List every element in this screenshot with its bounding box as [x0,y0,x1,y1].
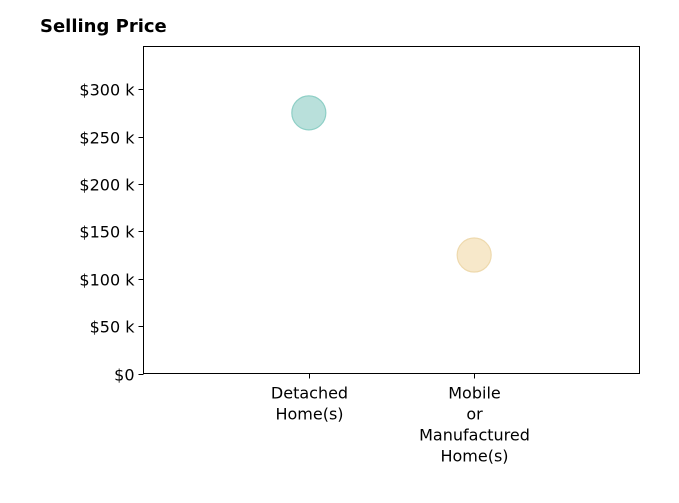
y-tick: $100 k [79,271,144,290]
x-tick: Mobile or Manufactured Home(s) [419,373,530,466]
y-tick-label: $150 k [79,223,135,242]
y-tick: $50 k [90,318,144,337]
y-axis-ticks: $0 $50 k $100 k $150 k $200 k $250 k $300 k [79,81,144,385]
y-tick: $300 k [79,81,144,100]
data-point [456,237,492,273]
x-tick-label: Mobile [448,384,500,403]
data-points [291,95,492,273]
x-tick-label: Detached [271,384,348,403]
y-tick-label: $100 k [79,271,135,290]
x-axis-ticks: Detached Home(s) Mobile or Manufactured Home(… [271,373,530,466]
plot-frame [143,46,640,374]
x-tick-label: Home(s) [440,447,508,466]
y-tick-label: $0 [114,366,134,385]
y-tick: $250 k [79,129,144,148]
x-tick-label: or [466,405,483,424]
y-tick: $0 [114,366,144,385]
y-tick-label: $300 k [79,81,135,100]
data-point [291,95,327,131]
x-tick: Detached Home(s) [271,373,348,424]
x-tick-label: Home(s) [275,405,343,424]
y-tick-label: $200 k [79,176,135,195]
y-tick-label: $250 k [79,129,135,148]
x-tick-label: Manufactured [419,426,530,445]
y-tick: $150 k [79,223,144,242]
y-tick: $200 k [79,176,144,195]
y-tick-label: $50 k [90,318,136,337]
chart-title: Selling Price [40,16,167,37]
